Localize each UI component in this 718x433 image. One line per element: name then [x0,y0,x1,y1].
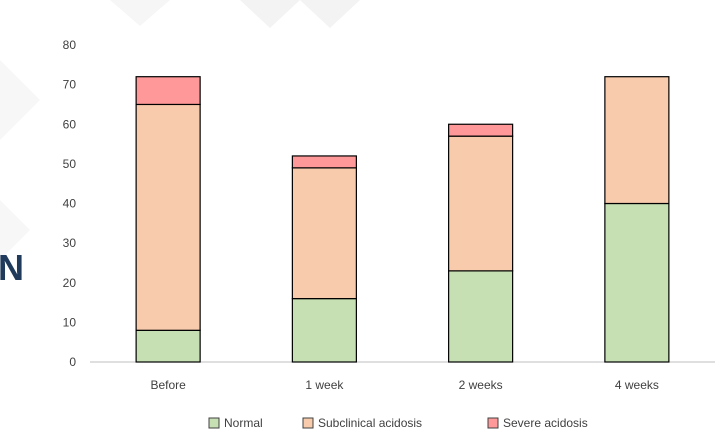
axis-layer: 0 10 20 30 40 50 60 70 80 Before 1 week 2 weeks 4 we… [63,38,715,392]
x-tick-label: 4 weeks [615,378,659,392]
bar-segment-subclinical-acidosis [135,103,201,331]
bar-segment-normal [291,298,357,363]
y-tick-label: 20 [63,276,77,290]
legend-swatch-subclinical-acidosis [302,417,314,429]
y-tick-label: 80 [63,38,77,52]
y-tick-label: 40 [63,197,77,211]
x-tick-label: 2 weeks [459,378,503,392]
y-tick-label: 50 [63,157,77,171]
bar-segment-subclinical-acidosis [291,167,357,300]
y-tick-label: 60 [63,117,77,131]
bar-segment-subclinical-acidosis [604,76,670,205]
bar-segment-normal [135,329,201,363]
bars-layer [135,76,670,363]
bar-segment-normal [604,202,670,363]
y-tick-label: 30 [63,236,77,250]
bar-segment-severe-acidosis [448,123,514,137]
y-tick-label: 70 [63,78,77,92]
bar-segment-severe-acidosis [135,76,201,106]
x-tick-label: Before [150,378,186,392]
y-tick-label: 10 [63,315,77,329]
legend: Normal Subclinical acidosis Severe acidosi… [208,416,588,430]
edge-letter: N [0,247,24,288]
legend-swatch-severe-acidosis [487,417,499,429]
legend-label: Normal [224,416,263,430]
bar-segment-subclinical-acidosis [448,135,514,272]
legend-swatch-normal [208,417,220,429]
legend-label: Subclinical acidosis [318,416,422,430]
bar-segment-severe-acidosis [291,155,357,169]
bar-segment-normal [448,270,514,363]
y-tick-label: 0 [69,355,76,369]
x-tick-label: 1 week [305,378,344,392]
legend-label: Severe acidosis [503,416,588,430]
